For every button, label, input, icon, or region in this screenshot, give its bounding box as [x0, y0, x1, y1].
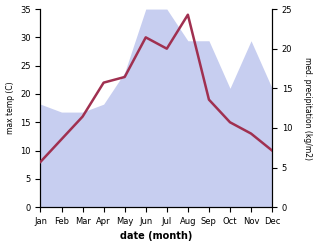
Y-axis label: med. precipitation (kg/m2): med. precipitation (kg/m2) [303, 57, 313, 160]
Y-axis label: max temp (C): max temp (C) [5, 82, 15, 134]
X-axis label: date (month): date (month) [120, 231, 192, 242]
